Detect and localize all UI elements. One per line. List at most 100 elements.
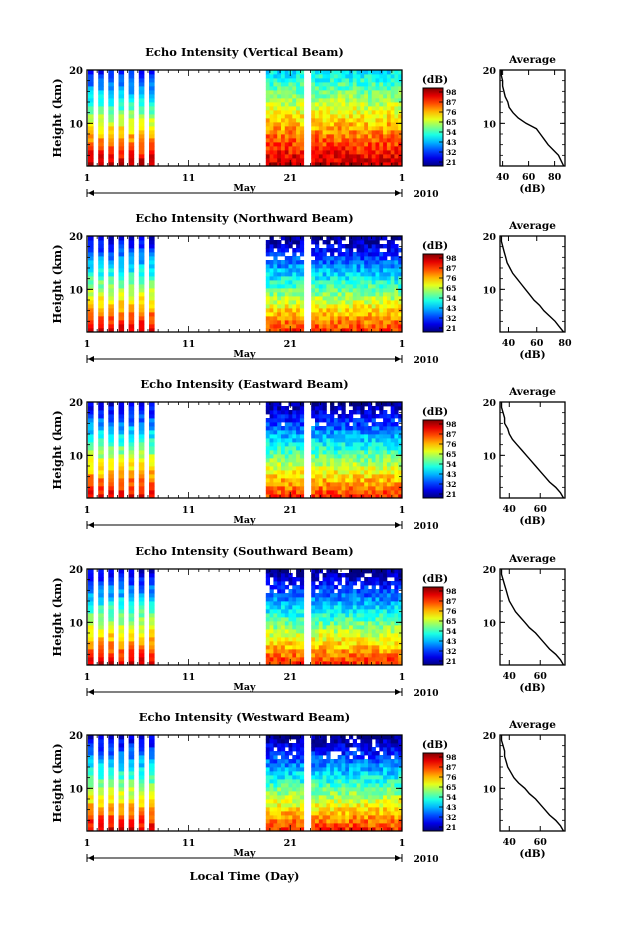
panel-title: Echo Intensity (Southward Beam) (135, 544, 353, 558)
average-x-tick-label: 60 (534, 504, 548, 515)
heatmap-frame (86, 401, 403, 499)
year-label: 2010 (413, 190, 438, 200)
x-tick-label: 1 (399, 838, 406, 849)
colorbar-tick-label: 21 (446, 823, 456, 832)
colorbar-tick-label: 21 (446, 158, 456, 167)
x-tick-label: 1 (399, 672, 406, 683)
average-x-tick-label: 40 (502, 338, 516, 349)
month-arrow-left (88, 356, 94, 362)
month-arrow-right (395, 855, 401, 861)
average-y-tick-label: 10 (483, 784, 497, 795)
colorbar-unit: (dB) (422, 573, 448, 585)
average-x-tick-label: 80 (548, 172, 562, 183)
y-tick-label: 20 (69, 398, 83, 409)
month-arrow-left (88, 855, 94, 861)
average-x-tick-label: 40 (503, 671, 517, 682)
colorbar-tick-label: 32 (446, 813, 456, 822)
month-label: May (233, 848, 256, 859)
colorbar-unit: (dB) (422, 406, 448, 418)
average-y-tick-label: 10 (483, 451, 497, 462)
average-y-tick-label: 10 (483, 618, 497, 629)
colorbar-tick-label: 32 (446, 314, 456, 323)
average-profile-1: Average 20 10 40 60 80(dB) (483, 54, 566, 195)
colorbar (422, 586, 444, 666)
month-label: May (233, 682, 256, 693)
colorbar (422, 752, 444, 832)
average-title: Average (508, 220, 556, 232)
colorbar-tick-label: 98 (446, 753, 456, 762)
colorbar-tick-label: 54 (446, 294, 456, 303)
average-x-label: (dB) (519, 183, 545, 195)
colorbar-tick-label: 76 (446, 607, 456, 616)
panel-3: Echo Intensity (Eastward Beam)2010Height… (50, 377, 566, 532)
average-title: Average (508, 719, 556, 731)
colorbar-unit: (dB) (422, 739, 448, 751)
colorbar (422, 419, 444, 499)
month-arrow-right (395, 190, 401, 196)
average-profile-5: Average 20 10 40 60(dB) (483, 719, 566, 860)
y-tick-label: 10 (69, 119, 83, 130)
panel-4: Echo Intensity (Southward Beam) 20 10 Heigh… (50, 544, 566, 699)
average-line (500, 70, 565, 167)
y-axis-label: Height (km) (50, 577, 64, 656)
average-title: Average (508, 54, 556, 66)
average-y-tick-label: 20 (483, 232, 497, 243)
year-label: 2010 (413, 522, 438, 532)
heatmap-frame (86, 235, 403, 333)
heatmap-cells (88, 735, 403, 832)
heatmap-cells (88, 569, 403, 666)
x-tick-label: 21 (284, 672, 297, 683)
month-arrow-right (395, 689, 401, 695)
average-y-tick-label: 10 (483, 119, 497, 130)
average-profile-3: Average 20 10 40 60(dB) (483, 386, 566, 527)
average-line (500, 236, 565, 333)
average-line (500, 402, 565, 499)
average-frame (499, 69, 566, 167)
average-x-tick-label: 80 (558, 338, 572, 349)
colorbar-tick-label: 65 (446, 118, 456, 127)
colorbar-tick-label: 32 (446, 647, 456, 656)
colorbar-tick-label: 76 (446, 440, 456, 449)
colorbar-tick-label: 76 (446, 108, 456, 117)
month-label: May (233, 349, 256, 360)
colorbar-tick-label: 54 (446, 128, 456, 137)
average-line (500, 569, 565, 666)
colorbar-tick-label: 43 (446, 803, 456, 812)
colorbar-tick-label: 43 (446, 470, 456, 479)
y-axis-label: Height (km) (50, 743, 64, 822)
colorbar-tick-label: 54 (446, 793, 456, 802)
average-x-tick-label: 40 (503, 504, 517, 515)
month-arrow-left (88, 522, 94, 528)
average-title: Average (508, 386, 556, 398)
x-tick-label: 21 (284, 838, 297, 849)
average-line (500, 735, 565, 832)
x-tick-label: 21 (284, 173, 297, 184)
month-arrow-left (88, 190, 94, 196)
average-y-tick-label: 20 (483, 66, 497, 77)
x-tick-label: 11 (182, 339, 195, 350)
colorbar (422, 253, 444, 333)
panel-title: Echo Intensity (Westward Beam) (139, 710, 350, 724)
average-x-tick-label: 40 (503, 837, 517, 848)
x-tick-label: 1 (84, 505, 91, 516)
colorbar-tick-label: 65 (446, 783, 456, 792)
y-tick-label: 10 (69, 618, 83, 629)
colorbar-tick-label: 21 (446, 490, 456, 499)
panel-title: Echo Intensity (Northward Beam) (135, 211, 353, 225)
colorbar-tick-label: 32 (446, 480, 456, 489)
y-tick-label: 20 (69, 232, 83, 243)
colorbar-unit: (dB) (422, 240, 448, 252)
average-x-tick-label: 40 (496, 172, 510, 183)
x-axis-label: Local Time (Day) (190, 869, 300, 883)
average-x-tick-label: 60 (534, 837, 548, 848)
average-title: Average (508, 553, 556, 565)
x-tick-label: 1 (84, 173, 91, 184)
heatmap-cells (88, 236, 403, 333)
x-tick-label: 1 (84, 838, 91, 849)
average-profile-4: Average 20 10 40 60(dB) (483, 553, 566, 694)
colorbar-tick-label: 87 (446, 98, 456, 107)
x-tick-label: 1 (399, 173, 406, 184)
average-y-tick-label: 20 (483, 565, 497, 576)
colorbar-tick-label: 87 (446, 763, 456, 772)
panel-title: Echo Intensity (Vertical Beam) (145, 45, 344, 59)
